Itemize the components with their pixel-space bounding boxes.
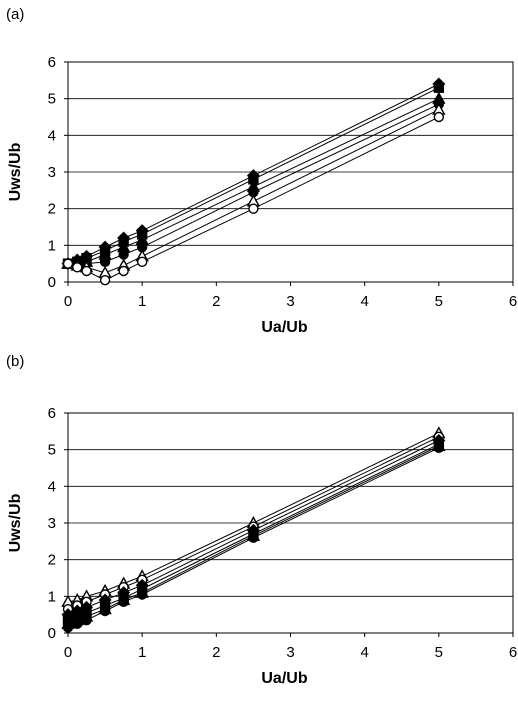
y-tick-label-0: 0: [48, 274, 56, 291]
x-axis-title: Ua/Ub: [261, 319, 307, 336]
y-tick-label-5: 5: [48, 442, 56, 459]
series-5-point-0: [62, 622, 74, 633]
x-tick-label-1: 1: [138, 644, 146, 661]
x-tick-label-4: 4: [360, 644, 368, 661]
series-5-point-7: [433, 111, 445, 123]
series-5-point-3: [99, 605, 111, 617]
x-tick-label-0: 0: [64, 644, 72, 661]
x-tick-label-2: 2: [212, 293, 220, 310]
x-tick-label-4: 4: [360, 293, 368, 310]
series-5-point-7: [433, 442, 445, 454]
y-tick-label-1: 1: [48, 588, 56, 605]
series-5-point-1: [72, 262, 83, 273]
x-axis-title: Ua/Ub: [261, 670, 307, 687]
x-tick-label-3: 3: [286, 293, 294, 310]
y-tick-label-2: 2: [48, 552, 56, 569]
series-5-point-4: [118, 596, 129, 608]
panel-label-a: (a): [6, 6, 25, 23]
y-axis-title: Uws/Ub: [7, 493, 24, 552]
y-tick-label-3: 3: [48, 164, 56, 181]
chart-panel-a: (a) 0 1 2 3 4 5 6 0 1 2 3 4 5 6 Ua/Ub Uws/Ub: [0, 0, 518, 350]
series-5-point-6: [248, 532, 259, 543]
series-5-point-0: [62, 258, 74, 269]
series-5-point-2: [81, 614, 92, 626]
y-tick-label-5: 5: [48, 91, 56, 108]
x-tick-label-2: 2: [212, 644, 220, 661]
x-tick-label-5: 5: [435, 293, 443, 310]
series-5-point-1: [72, 618, 83, 630]
series-3-point-4: [118, 249, 129, 260]
series-3-point-3: [99, 256, 111, 268]
series-5-point-3: [99, 274, 111, 286]
chart-panel-b: (b) 0 1 2 3 4 5 6 0 1 2 3 4 5 6 Ua/Ub Uws/Ub: [0, 351, 518, 701]
y-axis-title: Uws/Ub: [7, 142, 24, 201]
x-tick-label-6: 6: [509, 293, 517, 310]
y-tick-label-1: 1: [48, 237, 56, 254]
series-5-point-4: [118, 265, 129, 277]
y-tick-label-4: 4: [48, 127, 56, 144]
series-5-point-5: [136, 256, 148, 268]
y-tick-label-4: 4: [48, 478, 56, 495]
series-5-point-5: [136, 589, 148, 600]
x-tick-label-6: 6: [509, 644, 517, 661]
x-tick-label-3: 3: [286, 644, 294, 661]
x-tick-label-1: 1: [138, 293, 146, 310]
series-5-point-2: [81, 265, 92, 277]
x-tick-label-0: 0: [64, 293, 72, 310]
y-tick-label-0: 0: [48, 625, 56, 642]
series-5-point-6: [248, 203, 259, 214]
y-tick-label-6: 6: [48, 405, 56, 422]
y-tick-label-6: 6: [48, 54, 56, 71]
y-tick-label-3: 3: [48, 515, 56, 532]
series-1-point-7: [433, 82, 445, 93]
panel-label-b: (b): [6, 353, 25, 370]
x-tick-label-5: 5: [435, 644, 443, 661]
chart-a-svg: 0 1 2 3 4 5 6 0 1 2 3 4 5 6 Ua/Ub Uws/Ub: [7, 54, 517, 336]
y-tick-label-2: 2: [48, 201, 56, 218]
chart-b-svg: 0 1 2 3 4 5 6 0 1 2 3 4 5 6 Ua/Ub Uws/Ub: [7, 405, 517, 687]
